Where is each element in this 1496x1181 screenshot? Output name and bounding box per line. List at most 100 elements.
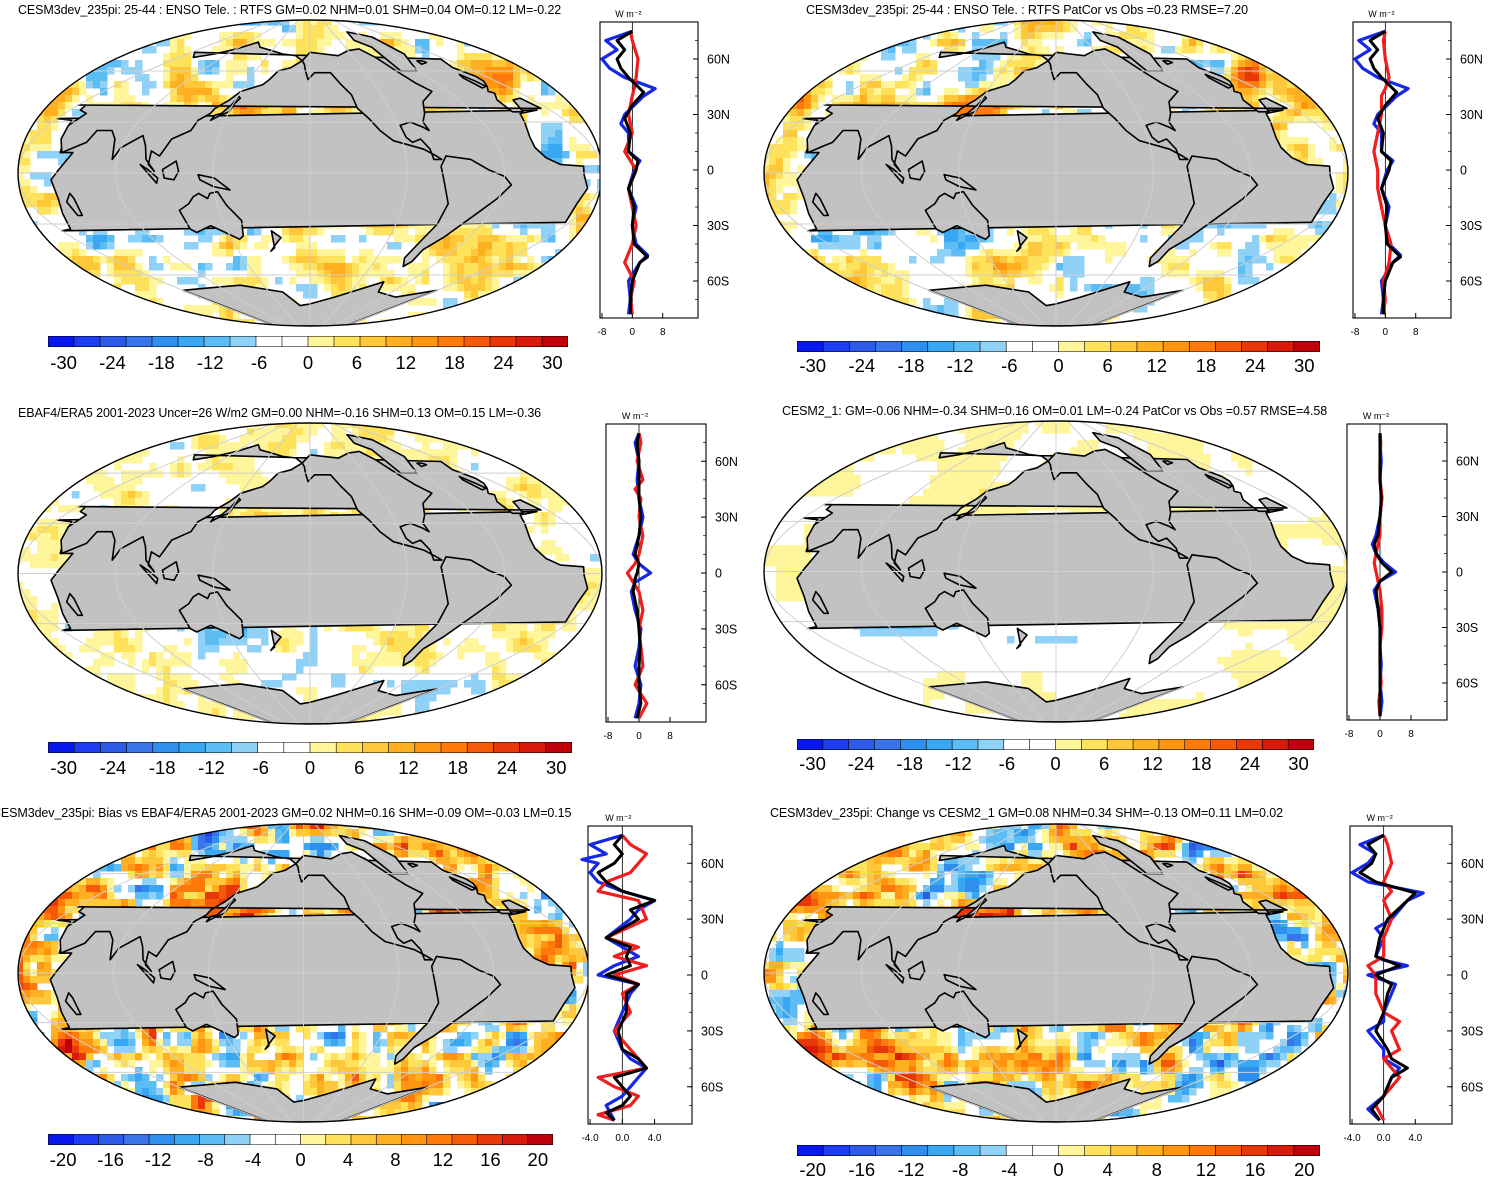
colorbar-swatch bbox=[351, 1134, 377, 1145]
profile-lat-label: 60N bbox=[1461, 857, 1484, 871]
colorbar-swatch bbox=[308, 336, 334, 347]
colorbar-swatch bbox=[797, 1145, 823, 1156]
colorbar-swatch bbox=[477, 1134, 503, 1145]
colorbar-swatch bbox=[1137, 1145, 1163, 1156]
colorbar-tick-label: 12 bbox=[1142, 753, 1163, 775]
colorbar-swatch bbox=[926, 739, 952, 750]
profile-lat-label: 60N bbox=[1460, 53, 1483, 67]
colorbar-swatch bbox=[204, 336, 230, 347]
panel-title: CESM3dev_235pi: Change vs CESM2_1 GM=0.0… bbox=[770, 806, 1283, 820]
colorbar-swatch bbox=[1242, 341, 1268, 352]
colorbar-swatch bbox=[127, 742, 154, 753]
profile-x-label: 0.0 bbox=[615, 1133, 629, 1144]
colorbar-tick-label: 6 bbox=[1099, 753, 1109, 775]
colorbar-swatch bbox=[200, 1134, 226, 1145]
colorbar-tick-label: -4 bbox=[1001, 1159, 1017, 1181]
colorbar-swatch bbox=[1163, 341, 1189, 352]
profile-lat-label: 30N bbox=[701, 913, 724, 927]
profile-lat-label: 60S bbox=[715, 678, 737, 692]
colorbar-swatch bbox=[849, 341, 875, 352]
panel-title: CESM3dev_235pi: 25-44 : ENSO Tele. : RTF… bbox=[18, 3, 561, 17]
colorbar-swatch bbox=[152, 336, 178, 347]
colorbar-tick-label: 0 bbox=[1053, 355, 1063, 377]
colorbar-swatch bbox=[1085, 341, 1111, 352]
profile-frame bbox=[600, 22, 698, 318]
colorbar-tick-label: -30 bbox=[799, 753, 826, 775]
profile-x-label: 8 bbox=[667, 731, 673, 742]
colorbar-tick-label: -24 bbox=[848, 753, 875, 775]
colorbar-swatch bbox=[849, 1145, 875, 1156]
colorbar-swatch bbox=[230, 336, 256, 347]
colorbar-swatch bbox=[1262, 739, 1288, 750]
colorbar-swatch bbox=[427, 1134, 453, 1145]
colorbar bbox=[48, 336, 568, 347]
profile-lat-label: 0 bbox=[1456, 566, 1463, 580]
profile-x-label: -8 bbox=[1345, 729, 1354, 740]
profile-frame bbox=[1353, 22, 1451, 318]
colorbar-swatch bbox=[797, 739, 823, 750]
colorbar-swatch bbox=[875, 1145, 901, 1156]
profile-frame bbox=[1350, 826, 1452, 1124]
profile-lat-label: 60S bbox=[1460, 275, 1482, 289]
colorbar-swatch bbox=[1006, 341, 1032, 352]
profile-x-label: 4.0 bbox=[648, 1133, 662, 1144]
colorbar-swatch bbox=[823, 1145, 849, 1156]
world-map bbox=[16, 421, 604, 726]
colorbar-swatch bbox=[250, 1134, 276, 1145]
colorbar-swatch bbox=[1268, 341, 1294, 352]
profile-lat-label: 0 bbox=[707, 164, 714, 178]
profile-frame bbox=[606, 424, 706, 722]
colorbar-tick-label: -6 bbox=[251, 352, 267, 374]
profile-lat-label: 30S bbox=[1461, 1024, 1483, 1038]
colorbar-tick-label: 18 bbox=[444, 352, 465, 374]
colorbar-tick-label: -18 bbox=[149, 757, 176, 779]
colorbar-tick-label: -16 bbox=[848, 1159, 875, 1181]
colorbar-swatch bbox=[48, 1134, 74, 1145]
colorbar-swatch bbox=[386, 336, 412, 347]
colorbar-swatch bbox=[875, 739, 901, 750]
colorbar-tick-label: 0 bbox=[305, 757, 315, 779]
profile-lat-label: 60N bbox=[715, 455, 738, 469]
colorbar-swatch bbox=[73, 1134, 99, 1145]
colorbar-swatch bbox=[875, 341, 901, 352]
profile-lat-label: 30N bbox=[1456, 510, 1479, 524]
colorbar-swatch bbox=[149, 1134, 175, 1145]
colorbar-swatch bbox=[1185, 739, 1211, 750]
colorbar-swatch bbox=[1268, 1145, 1294, 1156]
colorbar-swatch bbox=[124, 1134, 150, 1145]
colorbar-swatch bbox=[1030, 739, 1056, 750]
colorbar-tick-label: 16 bbox=[1245, 1159, 1266, 1181]
panel-title: CESM2_1: GM=-0.06 NHM=-0.34 SHM=0.16 OM=… bbox=[782, 404, 1327, 418]
colorbar-tick-label: -12 bbox=[197, 352, 224, 374]
colorbar-swatch bbox=[74, 336, 100, 347]
colorbar-tick-label: 6 bbox=[1103, 355, 1113, 377]
profile-lat-label: 60S bbox=[707, 275, 729, 289]
colorbar-swatch bbox=[402, 1134, 428, 1145]
profile-lat-label: 30N bbox=[715, 511, 738, 525]
profile-units: W m⁻² bbox=[605, 813, 631, 823]
colorbar-swatch bbox=[126, 336, 152, 347]
colorbar-swatch bbox=[376, 1134, 402, 1145]
colorbar-swatch bbox=[1137, 341, 1163, 352]
colorbar-swatch bbox=[467, 742, 494, 753]
profile-lat-label: 0 bbox=[701, 969, 708, 983]
colorbar-swatch bbox=[1189, 1145, 1215, 1156]
colorbar-swatch bbox=[452, 1134, 478, 1145]
colorbar-tick-label: 24 bbox=[497, 757, 518, 779]
colorbar-tick-label: 0 bbox=[303, 352, 313, 374]
colorbar-swatch bbox=[326, 1134, 352, 1145]
colorbar-tick-label: -18 bbox=[896, 753, 923, 775]
colorbar-swatch bbox=[1032, 1145, 1058, 1156]
colorbar-swatch bbox=[1163, 1145, 1189, 1156]
colorbar-swatch bbox=[179, 742, 206, 753]
colorbar-swatch bbox=[1288, 739, 1314, 750]
profile-lat-label: 30S bbox=[701, 1024, 723, 1038]
colorbar-tick-label: -8 bbox=[952, 1159, 968, 1181]
colorbar-swatch bbox=[282, 336, 308, 347]
colorbar-swatch bbox=[516, 336, 542, 347]
